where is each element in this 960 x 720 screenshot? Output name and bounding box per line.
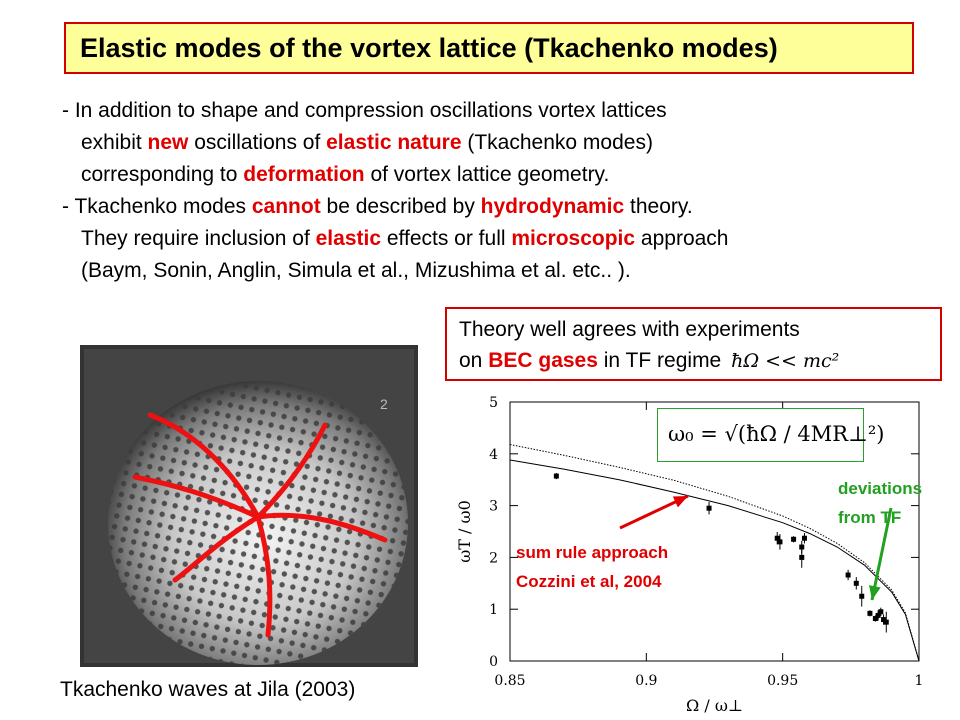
vortex-lattice-photo: 2	[80, 345, 418, 667]
bullet-segment: corresponding to	[81, 163, 244, 186]
data-point	[878, 609, 884, 615]
data-point	[801, 535, 807, 541]
deviations-arrow-head	[869, 585, 881, 600]
tkachenko-frequency-plot: 0 1 2 3 4 5 0.85 0.9 0.95 1 Ω / ω⊥ ωT / ω0	[455, 395, 924, 715]
data-point	[553, 473, 559, 479]
highlight-term: hydrodynamic	[480, 195, 625, 218]
plot-frame	[509, 401, 920, 662]
bullet-line: - In addition to shape and compression o…	[62, 95, 728, 127]
bullet-segment: They require inclusion of	[81, 227, 316, 250]
theory-box: Theory well agrees with experiments on B…	[445, 307, 942, 381]
data-point	[872, 616, 878, 622]
sum-rule-line-2: Cozzini et al, 2004	[516, 572, 662, 591]
data-point	[799, 554, 805, 560]
bullet-line: - Tkachenko modes cannot be described by…	[62, 191, 728, 223]
bullet-segment: exhibit	[81, 131, 148, 154]
highlight-term: deformation	[243, 163, 365, 186]
data-point	[799, 544, 805, 550]
deviations-arrow	[869, 507, 893, 601]
sum-rule-line-1: sum rule approach	[516, 543, 669, 562]
photo-mark: 2	[380, 396, 388, 412]
y-tick-label: 2	[489, 550, 498, 566]
data-point	[881, 617, 887, 623]
x-tick-label: 0.9	[635, 673, 657, 689]
bullet-segment: (Baym, Sonin, Anglin, Simula et al., Miz…	[81, 259, 631, 282]
bullet-segment: (Tkachenko modes)	[461, 131, 653, 154]
y-tick-label: 0	[489, 654, 498, 670]
data-point	[791, 536, 797, 542]
highlight-term: cannot	[251, 195, 321, 218]
deviations-line-2: from TF	[838, 508, 902, 527]
bullet-line: They require inclusion of elastic effect…	[62, 223, 728, 255]
bullet-segment: be described by	[320, 195, 481, 218]
photo-caption: Tkachenko waves at Jila (2003)	[60, 678, 356, 701]
data-point	[867, 610, 873, 616]
data-point	[875, 612, 881, 618]
data-point	[777, 539, 783, 545]
deviations-arrow-shaft	[870, 507, 893, 601]
highlight-term: new	[147, 131, 189, 154]
sum-rule-arrow-head	[672, 496, 688, 508]
x-tick-label: 1	[915, 673, 924, 689]
theory-prefix: on	[459, 349, 489, 372]
formula-box: ω₀ = √(ħΩ / 4MR⊥²)	[657, 408, 884, 462]
highlight-term: elastic	[315, 227, 382, 250]
y-tick-label: 3	[489, 499, 498, 515]
bullet-text: - In addition to shape and compression o…	[62, 95, 728, 287]
theory-line-2: on BEC gases in TF regime ħΩ << mc²	[459, 349, 839, 373]
deviations-line-1: deviations	[838, 479, 923, 498]
x-tick-label: 0.95	[767, 673, 798, 689]
bullet-line: corresponding to deformation of vortex l…	[62, 159, 728, 191]
highlight-term: microscopic	[511, 227, 636, 250]
slide-title: Elastic modes of the vortex lattice (Tka…	[80, 33, 778, 63]
sum-rule-arrow	[619, 494, 689, 530]
bullet-segment: theory.	[624, 195, 693, 218]
sum-rule-annotation: sum rule approach Cozzini et al, 2004	[516, 538, 668, 596]
y-tick-label: 1	[489, 602, 498, 618]
title-box: Elastic modes of the vortex lattice (Tka…	[64, 22, 914, 74]
tf-condition: ħΩ << mc²	[731, 350, 840, 372]
theory-curve-dotted	[509, 444, 920, 662]
data-point	[859, 593, 865, 599]
bullet-segment: of vortex lattice geometry.	[364, 163, 610, 186]
tkachenko-wave-lines	[132, 412, 388, 638]
data-point	[853, 580, 859, 586]
bullet-segment: - Tkachenko modes	[62, 195, 252, 218]
y-axis-label: ωT / ω0	[455, 500, 474, 563]
y-tick-label: 4	[489, 447, 498, 463]
bullet-segment: effects or full	[381, 227, 512, 250]
bullet-line: (Baym, Sonin, Anglin, Simula et al., Miz…	[62, 255, 728, 287]
bullet-line: exhibit new oscillations of elastic natu…	[62, 127, 728, 159]
data-point	[774, 535, 780, 541]
omega0-formula: ω₀ = √(ħΩ / 4MR⊥²)	[668, 422, 885, 446]
theory-line-1: Theory well agrees with experiments	[459, 318, 800, 341]
theory-suffix: in TF regime	[597, 349, 722, 372]
bullet-segment: - In addition to shape and compression o…	[62, 99, 667, 122]
data-point	[706, 505, 712, 511]
theory-curve-solid	[509, 459, 920, 662]
data-point	[883, 619, 889, 625]
y-tick-label: 5	[489, 395, 498, 411]
highlight-term: elastic nature	[326, 131, 462, 154]
theory-highlight: BEC gases	[488, 349, 598, 372]
data-point	[845, 572, 851, 578]
bullet-segment: approach	[635, 227, 729, 250]
x-tick-label: 0.85	[494, 673, 525, 689]
x-axis-label: Ω / ω⊥	[686, 696, 743, 715]
bullet-segment: oscillations of	[188, 131, 327, 154]
deviations-annotation: deviations from TF	[838, 474, 922, 532]
